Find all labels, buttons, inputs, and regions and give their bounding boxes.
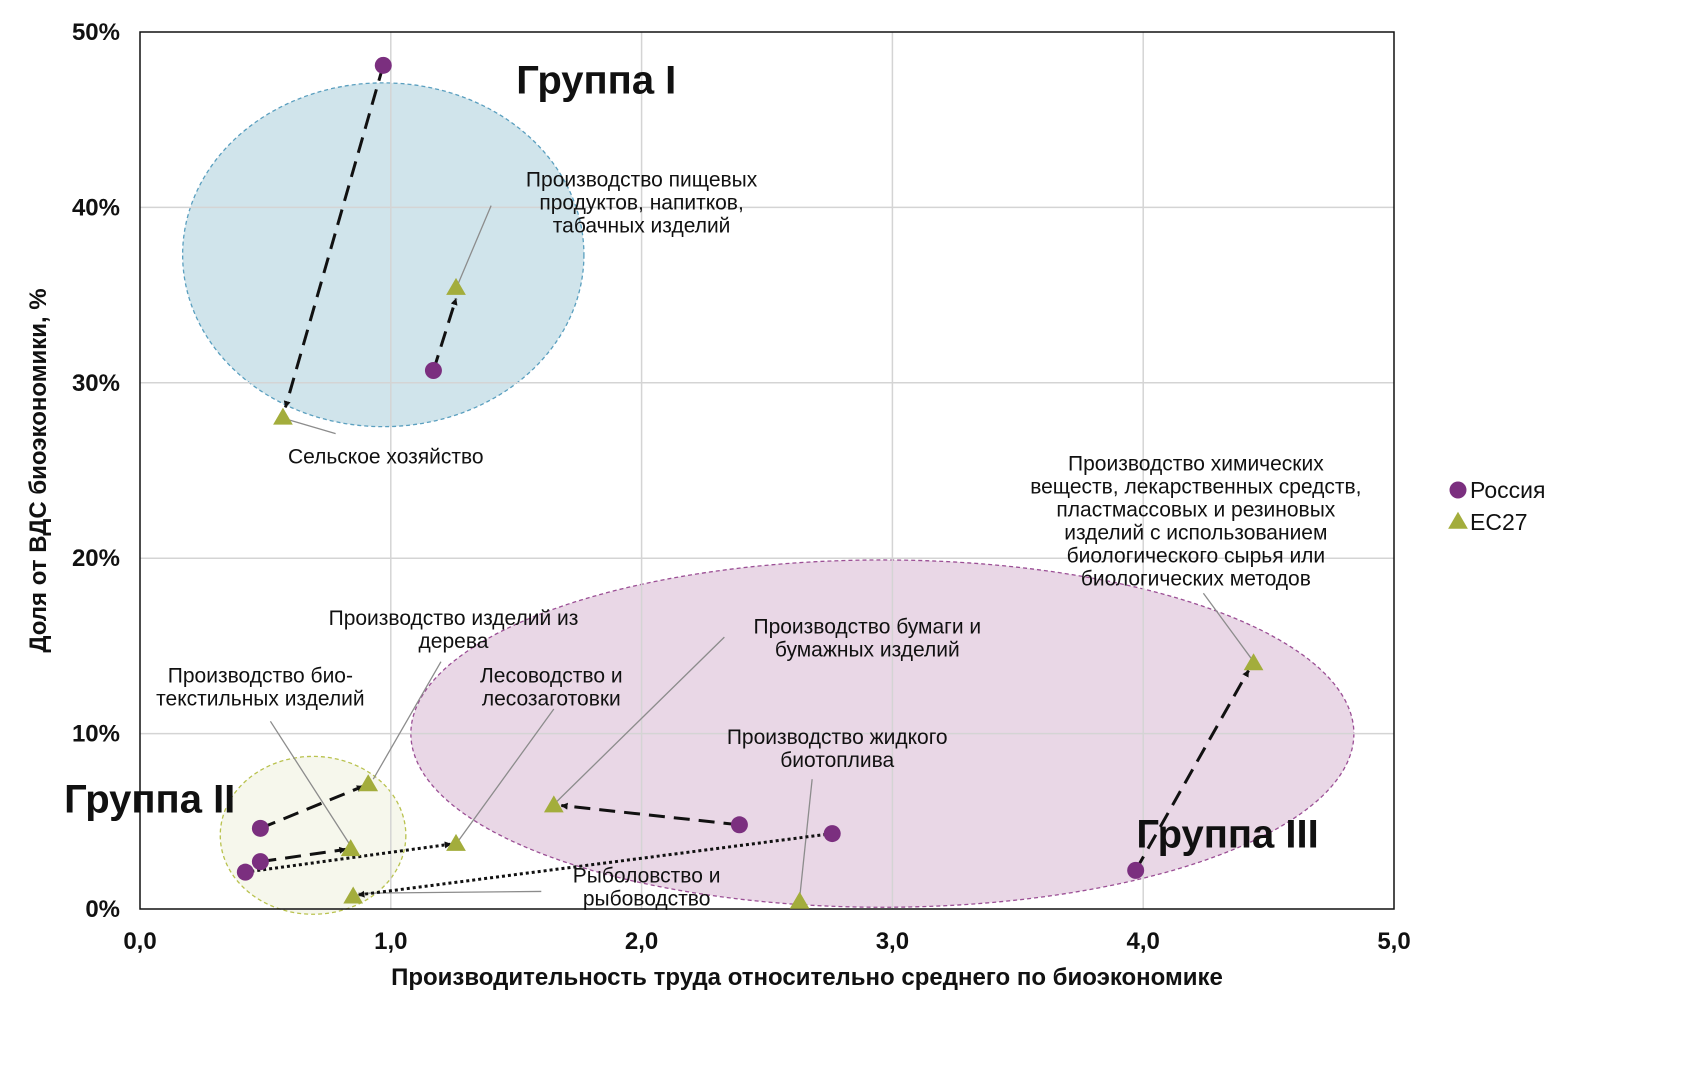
- annotation-leader: [287, 419, 336, 435]
- change-arrow: [560, 802, 740, 827]
- annotation-leader: [1202, 592, 1252, 659]
- x-tick-label: 2,0: [625, 928, 658, 955]
- annotation-line: лесозаготовки: [482, 688, 621, 711]
- annotation-leader: [358, 890, 542, 894]
- change-arrow: [357, 832, 833, 898]
- change-arrow: [245, 841, 452, 874]
- russia-point: [1127, 861, 1145, 879]
- annotation-line: биологических методов: [1081, 568, 1311, 591]
- eu27-point: [1243, 653, 1264, 671]
- annotation-label: Сельское хозяйство: [288, 445, 484, 468]
- annotation-line: Сельское хозяйство: [288, 445, 484, 468]
- y-tick-label: 0%: [85, 896, 120, 923]
- eu27-point: [358, 774, 379, 792]
- annotation-leaders: [269, 205, 1252, 899]
- eu27-point: [789, 891, 810, 909]
- russia-point: [251, 819, 269, 837]
- x-tick-label: 5,0: [1377, 928, 1410, 955]
- y-tick-label: 40%: [72, 194, 120, 221]
- group-label-3: Группа III: [1136, 813, 1318, 857]
- x-tick-label: 3,0: [876, 928, 909, 955]
- annotation-line: биологического сырья или: [1067, 545, 1326, 568]
- annotation-line: Производство изделий из: [329, 607, 579, 630]
- chart-text: Производительность труда относительно ср…: [25, 19, 1411, 991]
- eu27-point: [446, 277, 466, 295]
- annotation-line: изделий с использованием: [1064, 522, 1327, 545]
- eu27-point: [543, 795, 564, 813]
- y-tick-label: 30%: [72, 370, 120, 397]
- data-points: [236, 56, 1264, 909]
- annotation-line: текстильных изделий: [156, 688, 364, 711]
- annotation-label: Производство жидкого биотоплива: [727, 726, 948, 772]
- group-label-1: Группа I: [516, 58, 676, 102]
- x-tick-label: 0,0: [123, 928, 156, 955]
- annotation-label: Производство био-текстильных изделий: [156, 665, 364, 711]
- legend: Россия ЕС27: [1448, 477, 1545, 535]
- annotation-line: биотоплива: [780, 749, 894, 772]
- annotation-leader: [269, 720, 352, 847]
- eu27-point: [273, 407, 293, 425]
- eu27-point: [340, 839, 361, 857]
- legend-russia-marker: [1449, 481, 1467, 499]
- russia-point: [823, 825, 841, 843]
- legend-russia-label: Россия: [1470, 477, 1545, 503]
- change-arrow: [283, 64, 385, 409]
- annotation-leader: [457, 708, 555, 841]
- y-tick-label: 20%: [72, 545, 120, 572]
- group-label-2: Группа II: [64, 778, 235, 822]
- annotation-label: Производство химических веществ, лекарств…: [1030, 453, 1361, 591]
- change-arrow: [259, 784, 364, 830]
- y-tick-label: 10%: [72, 721, 120, 748]
- group-ellipse-2: [219, 755, 407, 915]
- annotation-line: Рыболовство и: [573, 865, 721, 888]
- annotation-leader: [457, 205, 492, 284]
- annotation-line: Лесоводство и: [480, 665, 623, 688]
- change-arrow: [1134, 669, 1250, 872]
- plot-frame: [139, 31, 1395, 910]
- annotation-line: Производство бумаги и: [753, 616, 981, 639]
- annotation-leader: [555, 636, 725, 803]
- annotation-leader: [372, 661, 442, 780]
- y-tick-label: 50%: [72, 19, 120, 46]
- eu27-point: [343, 886, 364, 904]
- annotation-line: Производство химических: [1068, 453, 1324, 476]
- legend-eu27-label: ЕС27: [1470, 509, 1528, 535]
- change-arrow: [432, 297, 458, 371]
- x-tick-label: 1,0: [374, 928, 407, 955]
- legend-eu27-marker: [1448, 511, 1468, 529]
- annotation-line: бумажных изделий: [775, 639, 960, 662]
- annotation-line: дерева: [419, 630, 489, 653]
- annotation-leader: [798, 779, 813, 899]
- annotation-label: Рыболовство и рыбоводство: [573, 865, 721, 911]
- annotation-label: Лесоводство и лесозаготовки: [480, 665, 623, 711]
- change-arrows: [245, 64, 1250, 898]
- y-axis-title: Доля от ВДС биоэкономики, %: [25, 288, 52, 652]
- russia-point: [424, 362, 442, 380]
- annotation-line: пластмассовых и резиновых: [1056, 499, 1335, 522]
- russia-point: [236, 863, 254, 881]
- russia-point: [251, 853, 269, 871]
- x-axis-title: Производительность труда относительно ср…: [391, 964, 1223, 991]
- annotation-label: Производство изделий из дерева: [329, 607, 579, 653]
- group-ellipse-1: [181, 82, 585, 428]
- annotation-label: Производство бумаги и бумажных изделий: [753, 616, 981, 662]
- russia-point: [374, 56, 392, 74]
- annotation-line: Производство пищевых: [526, 168, 758, 191]
- annotation-line: табачных изделий: [553, 214, 731, 237]
- annotation-label: Производство пищевых продуктов, напитков,…: [526, 168, 758, 237]
- annotation-line: Производство био-: [168, 665, 353, 688]
- russia-point: [730, 816, 748, 834]
- grid-lines: [139, 31, 1395, 910]
- annotation-line: рыбоводство: [583, 888, 711, 911]
- annotation-line: Производство жидкого: [727, 726, 948, 749]
- annotation-line: веществ, лекарственных средств,: [1030, 476, 1361, 499]
- change-arrow: [260, 846, 347, 864]
- eu27-point: [446, 833, 466, 851]
- x-tick-label: 4,0: [1127, 928, 1160, 955]
- annotation-line: продуктов, напитков,: [539, 191, 743, 214]
